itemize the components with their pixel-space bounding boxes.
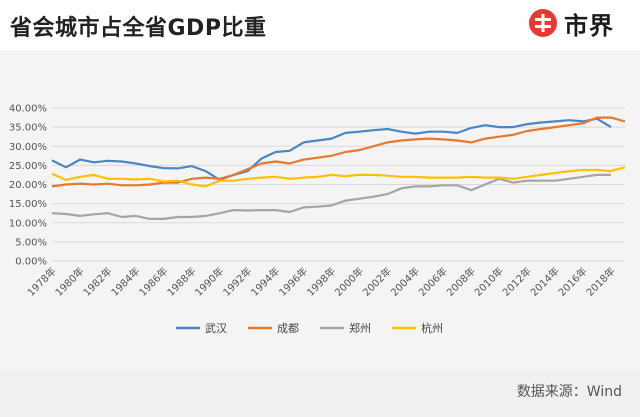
- series-line-1: [51, 116, 626, 188]
- x-tick-label: 1992年: [220, 264, 254, 298]
- grid-layer: [52, 107, 625, 262]
- y-tick-label: 0.00%: [15, 257, 47, 268]
- x-tick-label: 1978年: [24, 264, 58, 298]
- chart-area: 0.00% 5.00% 10.00% 15.00% 20.00% 25.00% 30.00%…: [0, 50, 640, 370]
- brand-name: 市界: [564, 11, 614, 40]
- x-tick-label: 2000年: [332, 264, 366, 298]
- series-layer: [51, 116, 626, 220]
- x-tick-label: 2002年: [360, 264, 394, 298]
- x-tick-label: 2016年: [555, 264, 589, 298]
- axis-layer: 0.00% 5.00% 10.00% 15.00% 20.00% 25.00% 30.00%…: [9, 104, 618, 299]
- x-tick-label: 1984年: [108, 264, 142, 298]
- x-tick-label: 2010年: [472, 264, 506, 298]
- y-tick-label: 40.00%: [9, 104, 47, 115]
- series-line-3: [51, 166, 626, 188]
- y-tick-label: 5.00%: [15, 237, 47, 248]
- x-tick-label: 2014年: [528, 264, 562, 298]
- x-tick-label: 1994年: [248, 264, 282, 298]
- x-tick-label: 2018年: [583, 264, 617, 298]
- legend-label: 郑州: [349, 321, 371, 335]
- x-tick-label: 1998年: [304, 264, 338, 298]
- source-note: 数据来源：Wind: [516, 384, 622, 400]
- x-tick-label: 1980年: [52, 264, 86, 298]
- legend-label: 杭州: [421, 321, 443, 335]
- x-tick-label: 2004年: [388, 264, 422, 298]
- line-chart: 0.00% 5.00% 10.00% 15.00% 20.00% 25.00% 30.00%…: [9, 104, 626, 335]
- y-tick-label: 20.00%: [9, 180, 47, 191]
- header: 省会城市占全省GDP比重 市界: [0, 0, 640, 50]
- x-tick-label: 2008年: [444, 264, 478, 298]
- x-tick-label: 1996年: [276, 264, 310, 298]
- footer: 数据来源：Wind: [0, 370, 640, 417]
- brand: 市界: [528, 6, 614, 40]
- legend-label: 武汉: [205, 322, 227, 335]
- x-tick-label: 2012年: [500, 264, 534, 298]
- y-tick-label: 30.00%: [9, 142, 47, 153]
- series-line-2: [51, 173, 611, 220]
- x-tick-label: 1990年: [192, 264, 226, 298]
- page-title: 省会城市占全省GDP比重: [10, 16, 267, 41]
- x-tick-label: 1982年: [80, 264, 114, 298]
- series-line-0: [51, 117, 612, 181]
- x-tick-label: 2006年: [416, 264, 450, 298]
- y-tick-label: 10.00%: [9, 218, 47, 229]
- y-tick-label: 35.00%: [9, 123, 47, 134]
- y-tick-label: 25.00%: [9, 161, 47, 172]
- legend-label: 成都: [277, 322, 299, 335]
- x-tick-label: 1986年: [136, 264, 170, 298]
- brand-logo-icon: [528, 8, 558, 38]
- x-tick-label: 1988年: [164, 264, 198, 298]
- legend: 武汉 成都 郑州 杭州: [176, 321, 443, 335]
- y-tick-label: 15.00%: [9, 199, 47, 210]
